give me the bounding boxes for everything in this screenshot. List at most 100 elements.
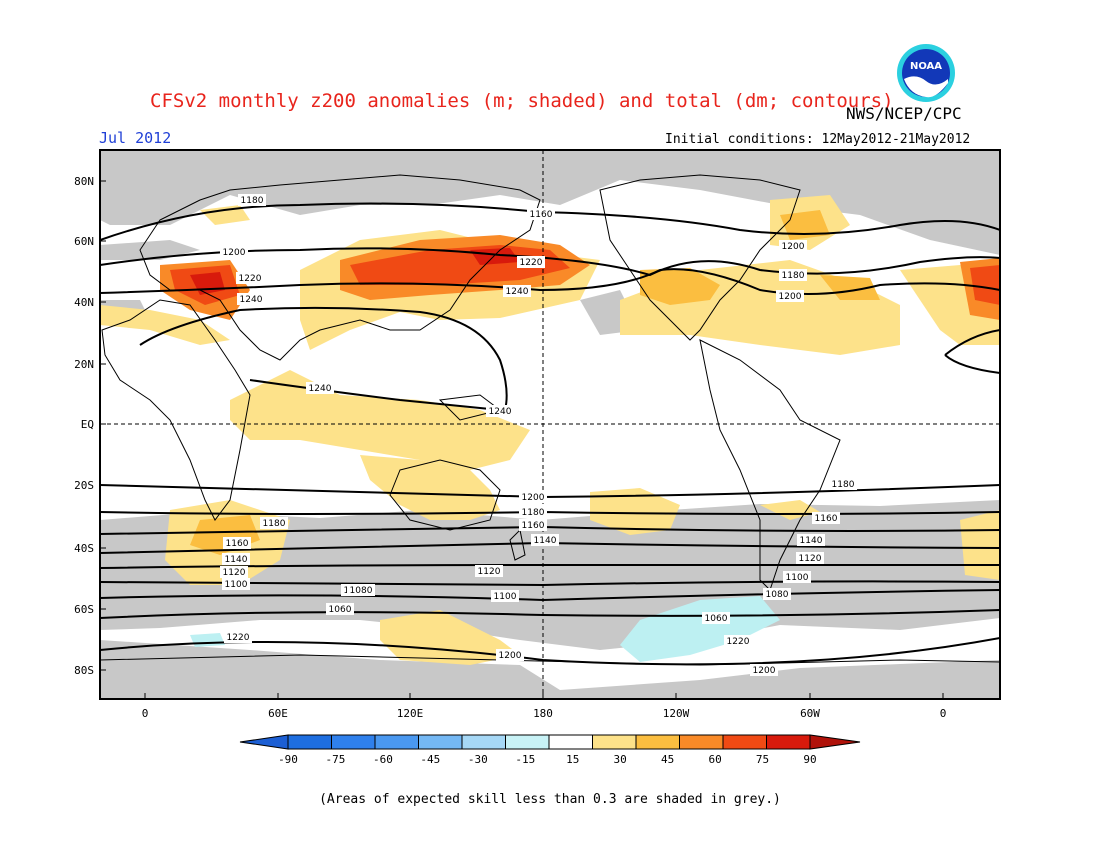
latitude-labels: 80N 60N 40N 20N EQ 20S 40S 60S 80S: [74, 175, 106, 677]
svg-text:1060: 1060: [329, 605, 352, 615]
contour-label: 1240: [237, 293, 265, 305]
svg-text:1240: 1240: [489, 407, 512, 417]
lon-label: 60W: [800, 707, 820, 720]
lat-label: 80S: [74, 664, 94, 677]
svg-text:1100: 1100: [494, 592, 517, 602]
lat-label: 20S: [74, 479, 94, 492]
lon-label: 0: [142, 707, 149, 720]
contour-label: 1200: [779, 240, 807, 252]
lon-label: 120W: [663, 707, 690, 720]
svg-text:1120: 1120: [478, 567, 501, 577]
colorbar-swatch: [418, 734, 463, 750]
colorbar-high-arrow: [809, 734, 861, 750]
chart-title: CFSv2 monthly z200 anomalies (m; shaded)…: [150, 90, 894, 112]
colorbar-swatch: [461, 734, 506, 750]
colorbar-swatch: [679, 734, 724, 750]
colorbar-swatch: [548, 734, 593, 750]
svg-text:1180: 1180: [832, 480, 855, 490]
forecast-month: Jul 2012: [99, 129, 172, 147]
colorbar-label: 15: [566, 753, 579, 766]
initial-conditions: Initial conditions: 12May2012-21May2012: [665, 132, 971, 147]
contour-label: 1220: [517, 256, 545, 268]
svg-text:1120: 1120: [223, 568, 246, 578]
contour-label: 1220: [236, 272, 264, 284]
contour-label: 1120: [475, 565, 503, 577]
contour-label: 1180: [260, 517, 288, 529]
lat-label: 20N: [74, 358, 94, 371]
svg-text:1160: 1160: [530, 210, 553, 220]
svg-text:1140: 1140: [800, 536, 823, 546]
lon-label: 120E: [397, 707, 424, 720]
contour-label: 1060: [326, 603, 354, 615]
longitude-labels: 0 60E 120E 180 120W 60W 0: [142, 693, 947, 720]
svg-text:1180: 1180: [782, 271, 805, 281]
noaa-logo-icon: NOAA: [897, 44, 955, 102]
contour-label: 1220: [224, 631, 252, 643]
svg-text:1220: 1220: [227, 633, 250, 643]
lat-label: 60N: [74, 235, 94, 248]
contour-label: 1140: [797, 534, 825, 546]
contour-label: 1200: [220, 246, 248, 258]
colorbar-low-arrow: [239, 734, 289, 750]
contour-label: 1140: [531, 534, 559, 546]
svg-text:1120: 1120: [799, 554, 822, 564]
colorbar-swatch: [287, 734, 332, 750]
svg-text:1160: 1160: [226, 539, 249, 549]
svg-text:1160: 1160: [815, 514, 838, 524]
colorbar-label: 45: [661, 753, 674, 766]
colorbar-swatch: [505, 734, 550, 750]
contour-label: 1180: [779, 269, 807, 281]
svg-text:1240: 1240: [506, 287, 529, 297]
svg-text:1100: 1100: [225, 580, 248, 590]
contour-label: 1240: [486, 405, 514, 417]
contour-label: 1160: [527, 208, 555, 220]
svg-text:1220: 1220: [520, 258, 543, 268]
colorbar-label: 90: [803, 753, 816, 766]
colorbar-swatch: [331, 734, 376, 750]
lat-label: 80N: [74, 175, 94, 188]
svg-text:1220: 1220: [239, 274, 262, 284]
lat-label: 60S: [74, 603, 94, 616]
noaa-logo-text: NOAA: [910, 61, 942, 72]
contour-label: 1180: [829, 478, 857, 490]
svg-text:1140: 1140: [534, 536, 557, 546]
agency-label: NWS/NCEP/CPC: [846, 104, 962, 123]
colorbar-label: -90: [278, 753, 298, 766]
colorbar-swatch: [592, 734, 637, 750]
contour-label: 1080: [347, 584, 375, 596]
svg-text:1240: 1240: [240, 295, 263, 305]
contour-label: 1240: [503, 285, 531, 297]
colorbar-label: 60: [708, 753, 721, 766]
svg-text:1060: 1060: [705, 614, 728, 624]
colorbar-label: -75: [326, 753, 346, 766]
svg-text:1200: 1200: [522, 493, 545, 503]
colorbar-swatch: [722, 734, 767, 750]
colorbar-swatch: [766, 734, 811, 750]
contour-label: 1200: [496, 649, 524, 661]
svg-text:1220: 1220: [727, 637, 750, 647]
contour-label: 1240: [306, 382, 334, 394]
svg-text:1240: 1240: [309, 384, 332, 394]
lat-label: 40S: [74, 542, 94, 555]
svg-text:1100: 1100: [786, 573, 809, 583]
contour-label: 1100: [491, 590, 519, 602]
colorbar-label: -15: [515, 753, 535, 766]
lon-label: 0: [940, 707, 947, 720]
colorbar: -90 -75 -60 -45 -30 -15 15 30 45 60 75 90: [239, 734, 861, 766]
forecast-map: 1180 1160 1200 1220 1240 1220 1240 1200 1180 1200…: [74, 149, 1001, 766]
contour-label: 1160: [223, 537, 251, 549]
contour-label: 1200: [519, 491, 547, 503]
colorbar-label: -45: [420, 753, 440, 766]
svg-text:1180: 1180: [241, 196, 264, 206]
contour-label: 1180: [238, 194, 266, 206]
contour-labels: 1180 1160 1200 1220 1240 1220 1240 1200 1180 1200…: [220, 194, 857, 676]
svg-text:1080: 1080: [766, 590, 789, 600]
contour-label: 1160: [812, 512, 840, 524]
contour-label: 1060: [702, 612, 730, 624]
contour-label: 1200: [750, 664, 778, 676]
svg-text:1180: 1180: [522, 508, 545, 518]
svg-text:1180: 1180: [263, 519, 286, 529]
lon-label: 60E: [268, 707, 288, 720]
contour-label: 1120: [220, 566, 248, 578]
footnote: (Areas of expected skill less than 0.3 a…: [319, 792, 781, 807]
